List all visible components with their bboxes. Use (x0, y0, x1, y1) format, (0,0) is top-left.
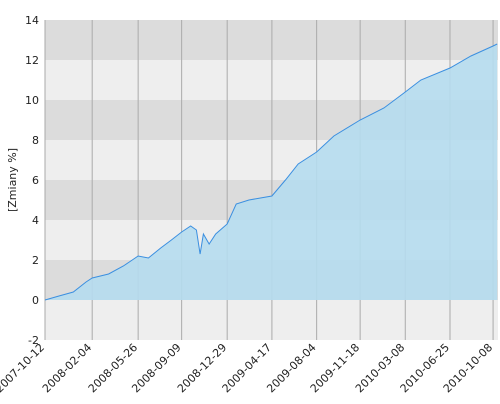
y-tick-label: 12 (25, 54, 39, 67)
y-tick-label: -2 (28, 334, 39, 347)
y-tick-label: 0 (32, 294, 39, 307)
line (44, 43, 498, 301)
y-axis-label: [Zmiany %] (6, 148, 19, 212)
y-tick-label: 6 (32, 174, 39, 187)
y-tick-label: 4 (32, 214, 39, 227)
y-tick-label: 8 (32, 134, 39, 147)
y-tick-label: 2 (32, 254, 39, 267)
y-tick-label: 14 (25, 14, 39, 27)
y-tick-label: 10 (25, 94, 39, 107)
